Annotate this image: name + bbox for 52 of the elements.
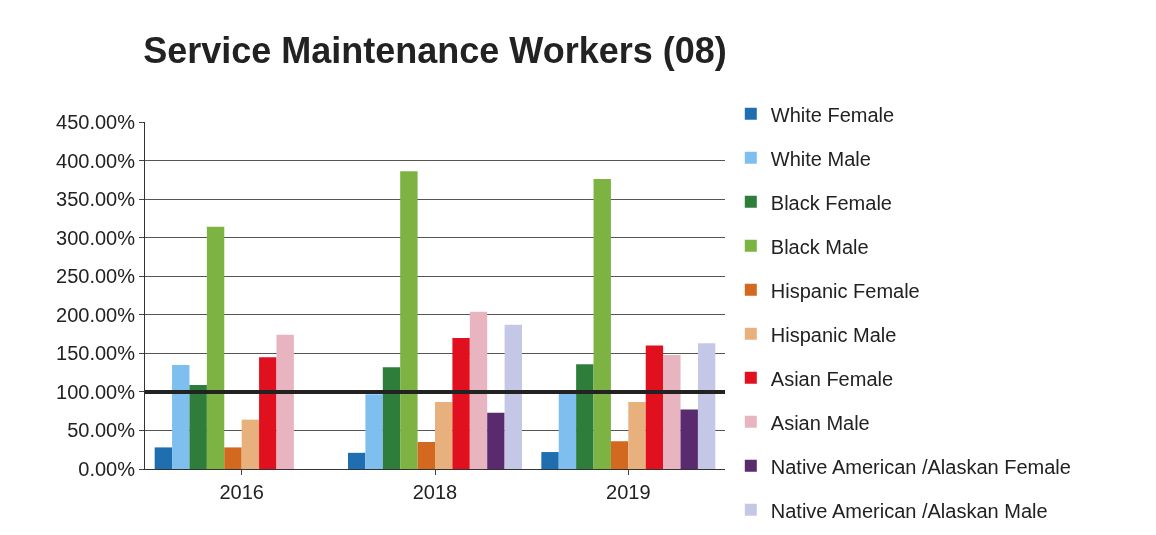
bar — [628, 401, 646, 469]
legend-label: Hispanic Male — [770, 323, 897, 346]
legend-label: Hispanic Female — [770, 279, 920, 302]
bar — [417, 442, 435, 469]
legend-label: Black Male — [770, 235, 869, 258]
bar — [504, 324, 522, 469]
legend-label: Asian Female — [770, 367, 894, 390]
legend-label: Native American /Alaskan Female — [770, 455, 1071, 478]
bar — [259, 357, 277, 469]
legend-label: Black Female — [770, 191, 892, 214]
legend-label: White Male — [770, 147, 871, 170]
y-tick-label: 250.00% — [56, 265, 136, 288]
y-tick-label: 350.00% — [56, 188, 136, 211]
bar — [452, 337, 470, 469]
bar — [154, 447, 173, 469]
bar — [276, 334, 294, 469]
x-tick-label: 2019 — [606, 481, 651, 503]
bar — [224, 447, 242, 469]
bar — [241, 419, 260, 469]
y-tick-label: 400.00% — [56, 149, 136, 172]
bar — [663, 354, 681, 469]
bar — [541, 452, 559, 469]
bar — [365, 394, 383, 469]
bar — [435, 401, 453, 469]
y-tick-label: 150.00% — [56, 342, 136, 365]
bar — [680, 409, 698, 469]
bar — [610, 441, 629, 469]
bar — [400, 171, 418, 469]
bar — [189, 384, 207, 469]
y-tick-label: 50.00% — [67, 419, 136, 442]
y-tick-label: 200.00% — [56, 303, 136, 326]
y-tick-label: 300.00% — [56, 226, 136, 249]
y-tick-label: 0.00% — [78, 458, 136, 480]
legend-label: White Female — [770, 103, 895, 126]
bar — [172, 364, 190, 469]
bar — [645, 345, 664, 469]
y-tick-label: 100.00% — [56, 380, 136, 403]
bar — [558, 393, 577, 469]
legend-label: Native American /Alaskan Male — [770, 499, 1048, 522]
x-tick-label: 2018 — [412, 481, 458, 503]
bar — [697, 343, 716, 469]
bar — [348, 452, 366, 469]
bar — [487, 412, 505, 469]
bar — [469, 311, 488, 469]
bar — [382, 367, 401, 469]
bar — [576, 364, 594, 469]
bar — [593, 179, 611, 469]
chart-title: Service Maintenance Workers (08) — [143, 29, 727, 71]
bar — [206, 226, 225, 469]
legend-label: Asian Male — [770, 411, 870, 434]
y-tick-label: 450.00% — [56, 111, 136, 133]
x-tick-label: 2016 — [219, 481, 264, 503]
